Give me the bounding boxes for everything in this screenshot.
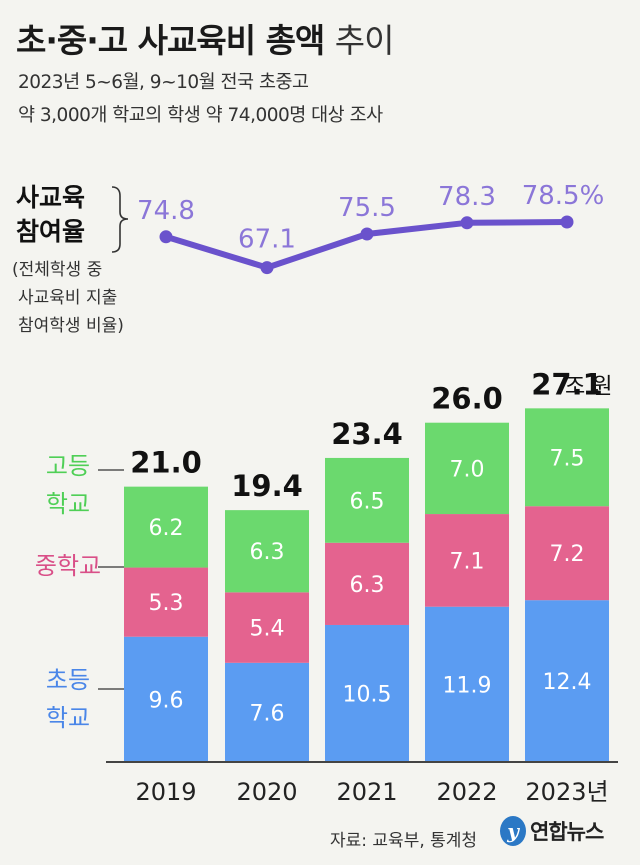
participation-point-4 <box>560 215 574 229</box>
subtitle-line2: 약 3,000개 학교의 학생 약 74,000명 대상 조사 <box>18 105 383 126</box>
source-note: 자료: 교육부, 통계청 <box>330 831 478 851</box>
total-label-1: 19.4 <box>231 469 303 503</box>
participation-label-line1: 사교육 <box>16 183 85 212</box>
bar-segment-2-1 <box>225 510 309 593</box>
segment-label-1-2: 6.3 <box>350 573 385 598</box>
x-tick-label-2: 2021 <box>336 778 397 806</box>
bar-segment-1-3 <box>425 514 509 607</box>
participation-value-1: 67.1 <box>238 225 296 255</box>
segment-label-0-3: 11.9 <box>443 673 492 698</box>
participation-value-3: 78.3 <box>438 182 496 212</box>
total-label-2: 23.4 <box>331 417 403 451</box>
x-tick-label-3: 2022 <box>436 778 497 806</box>
segment-label-2-1: 6.3 <box>250 540 285 565</box>
x-tick-label-1: 2020 <box>236 778 297 806</box>
segment-label-2-3: 7.0 <box>450 457 485 482</box>
participation-point-1 <box>260 261 274 275</box>
title-light: 추이 <box>334 21 395 60</box>
bar-segment-0-1 <box>225 662 309 762</box>
participation-value-2: 75.5 <box>338 193 396 223</box>
participation-point-3 <box>460 216 474 230</box>
participation-label-line2: 참여율 <box>16 217 85 246</box>
bar-segment-1-2 <box>325 542 409 625</box>
participation-point-2 <box>360 227 374 241</box>
segment-label-2-0: 6.2 <box>149 516 184 541</box>
bar-segment-0-0 <box>124 636 208 762</box>
legend-label-2-1: 학교 <box>46 490 90 518</box>
bar-segment-2-3 <box>425 422 509 515</box>
participation-brace <box>111 186 129 253</box>
legend-label-0-1: 학교 <box>46 704 90 732</box>
yonhap-logo: y 연합뉴스 <box>500 816 604 846</box>
total-label-3: 26.0 <box>431 382 503 416</box>
legend-label-1-0: 중학교 <box>35 552 101 580</box>
total-unit-label: 조 원 <box>565 374 612 399</box>
logo-text: 연합뉴스 <box>530 820 604 844</box>
bar-segment-0-3 <box>425 606 509 762</box>
participation-point-0 <box>159 230 173 244</box>
segment-label-1-0: 5.3 <box>149 591 184 616</box>
bar-segment-2-2 <box>325 457 409 543</box>
total-label-4: 27.1 <box>531 367 603 401</box>
segment-label-0-2: 10.5 <box>343 682 392 707</box>
page-title: 초·중·고 사교육비 총액 추이 <box>16 14 395 62</box>
bar-segment-0-4 <box>525 600 609 762</box>
bar-segment-2-0 <box>124 486 208 568</box>
bar-segment-1-4 <box>525 506 609 601</box>
segment-label-1-4: 7.2 <box>550 542 585 567</box>
participation-note-2: 참여학생 비율) <box>18 316 124 336</box>
participation-value-0: 74.8 <box>137 196 195 226</box>
bar-segment-2-4 <box>525 408 609 507</box>
title-bold: 초·중·고 사교육비 총액 <box>16 21 325 60</box>
x-tick-label-0: 2019 <box>135 778 196 806</box>
bar-segment-1-0 <box>124 567 208 637</box>
logo-mark: y <box>500 816 526 846</box>
segment-label-1-3: 7.1 <box>450 549 485 574</box>
segment-label-0-1: 7.6 <box>250 701 285 726</box>
x-tick-label-4: 2023년 <box>525 778 608 806</box>
segment-label-1-1: 5.4 <box>250 617 285 642</box>
segment-label-0-0: 9.6 <box>149 688 184 713</box>
segment-label-2-2: 6.5 <box>350 489 385 514</box>
subtitle-line1: 2023년 5~6월, 9~10월 전국 초중고 <box>18 72 309 93</box>
total-label-0: 21.0 <box>130 446 202 480</box>
segment-label-2-4: 7.5 <box>550 446 585 471</box>
legend-label-0-0: 초등 <box>46 666 90 694</box>
participation-value-4: 78.5% <box>522 181 605 211</box>
segment-label-0-4: 12.4 <box>543 670 592 695</box>
bar-segment-1-1 <box>225 592 309 663</box>
bar-segment-0-2 <box>325 624 409 762</box>
participation-note-0: (전체학생 중 <box>12 260 102 280</box>
legend-label-2-0: 고등 <box>46 452 90 480</box>
participation-note-1: 사교육비 지출 <box>18 288 117 308</box>
